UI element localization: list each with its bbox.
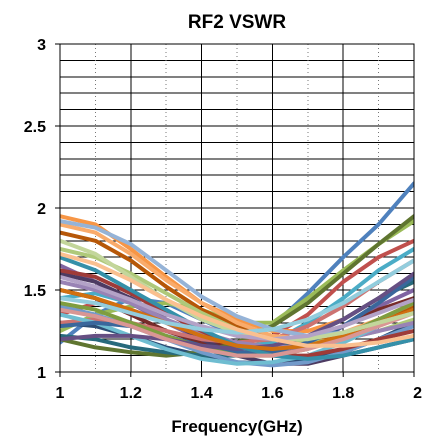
y-tick-label: 1 (37, 365, 46, 382)
y-tick-label: 1.5 (24, 283, 46, 300)
y-axis-ticks: 1 1.5 2 2.5 3 (24, 37, 60, 382)
x-tick-label: 1 (56, 385, 65, 402)
x-tick-label: 1.8 (332, 385, 354, 402)
series-line-28 (60, 274, 414, 342)
x-tick-label: 1.4 (190, 385, 212, 402)
series-line-17 (60, 307, 414, 366)
x-axis-label: Frequency(GHz) (171, 417, 302, 436)
series-line-29 (60, 258, 414, 335)
x-axis-ticks: 1 1.2 1.4 1.6 1.8 2 (56, 372, 422, 402)
chart-title: RF2 VSWR (188, 12, 286, 33)
series-line-19 (60, 274, 414, 355)
x-tick-label: 1.6 (261, 385, 283, 402)
series-line-24 (60, 288, 414, 351)
x-tick-label: 2 (413, 385, 422, 402)
y-tick-label: 2 (37, 201, 46, 218)
series-line-22 (60, 271, 414, 351)
x-tick-label: 1.2 (120, 385, 142, 402)
y-tick-label: 2.5 (24, 119, 46, 136)
y-tick-label: 3 (37, 37, 46, 54)
series-line-30 (60, 251, 414, 348)
series-line-26 (60, 307, 414, 358)
series-lines (60, 181, 414, 368)
